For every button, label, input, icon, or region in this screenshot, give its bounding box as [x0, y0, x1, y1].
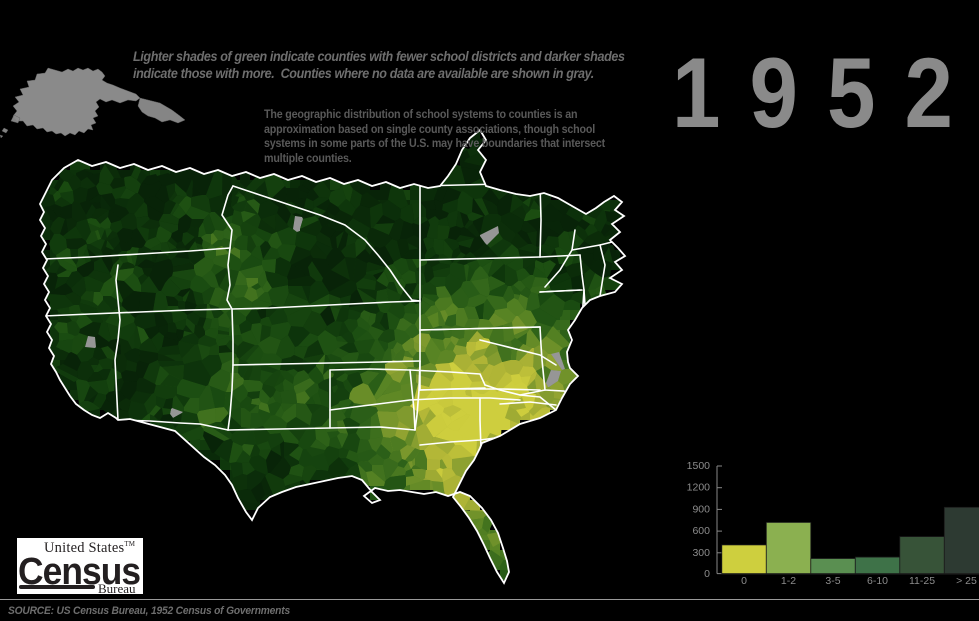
svg-text:1500: 1500 — [687, 460, 711, 472]
svg-text:0: 0 — [741, 575, 747, 587]
svg-text:11-25: 11-25 — [909, 575, 935, 587]
svg-text:3-5: 3-5 — [825, 575, 840, 587]
svg-text:300: 300 — [692, 547, 710, 559]
svg-text:> 25: > 25 — [956, 575, 977, 587]
svg-text:0: 0 — [704, 568, 710, 580]
svg-text:1-2: 1-2 — [781, 575, 796, 587]
svg-text:1200: 1200 — [687, 482, 711, 494]
svg-text:6-10: 6-10 — [867, 575, 888, 587]
svg-text:600: 600 — [692, 525, 710, 537]
svg-text:900: 900 — [692, 503, 710, 515]
